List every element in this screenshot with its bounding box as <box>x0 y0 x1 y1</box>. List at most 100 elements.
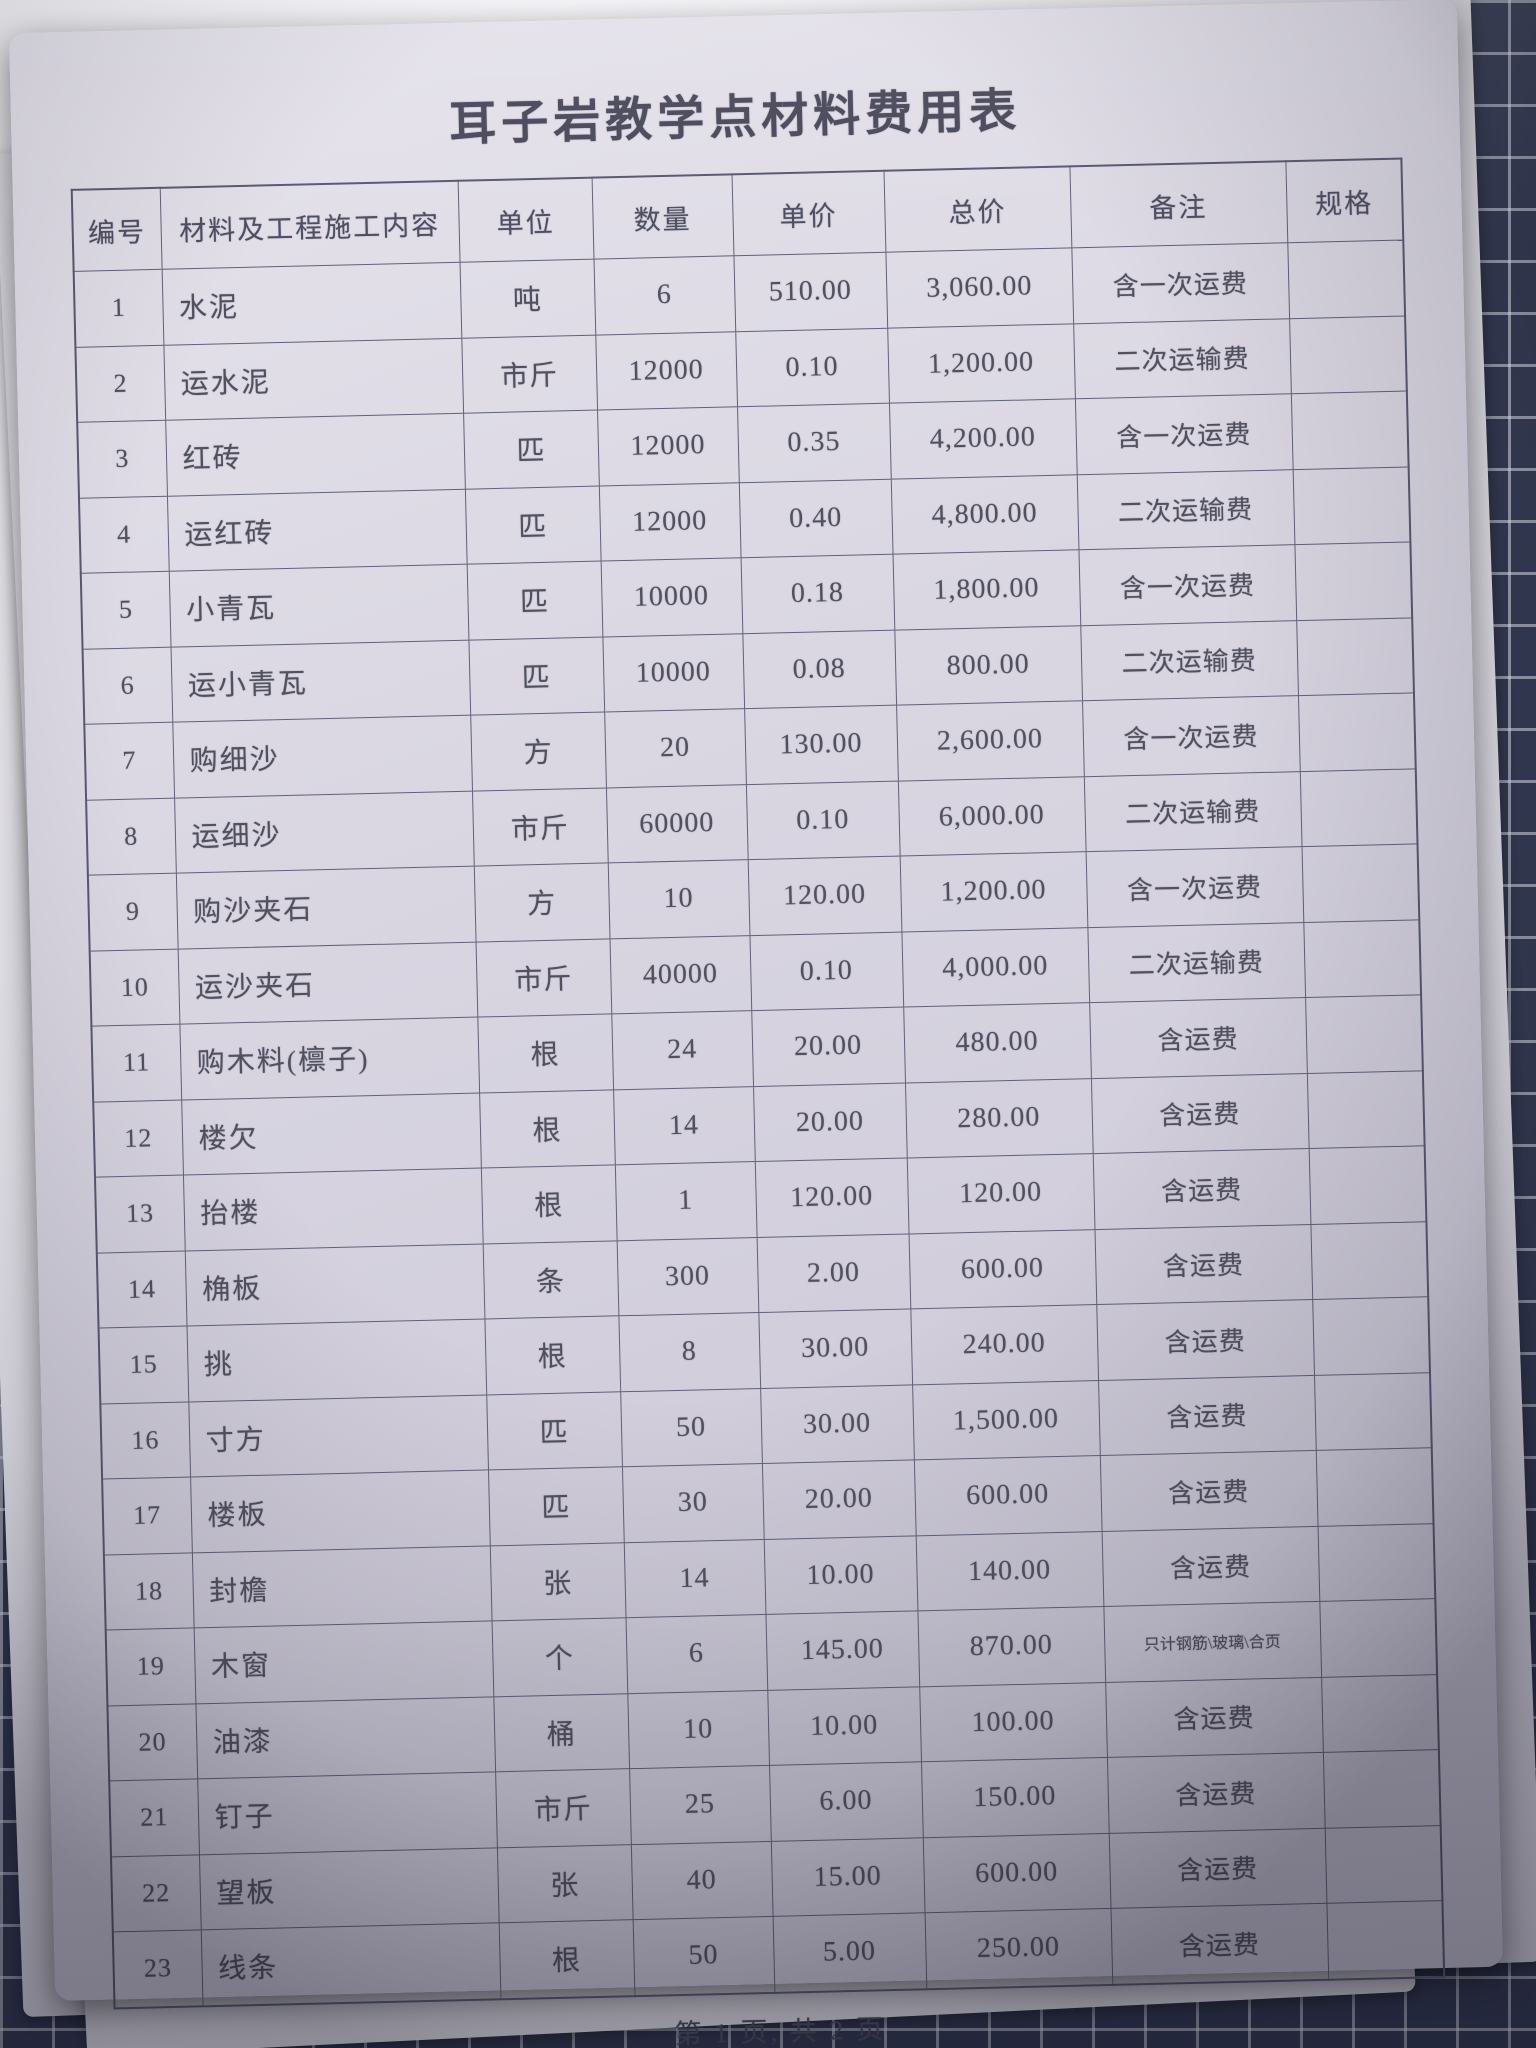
table-cell <box>1315 1447 1434 1526</box>
table-cell: 120.00 <box>906 1153 1095 1234</box>
table-cell: 6.00 <box>769 1761 923 1841</box>
page-title: 耳子岩教学点材料费用表 <box>448 85 1022 151</box>
table-cell: 120.00 <box>747 856 902 936</box>
document-paper: 耳子岩教学点材料费用表 编号 材料及工程施工内容 单位 数量 单价 总价 备注 规格 1 水泥吨… <box>9 0 1503 2048</box>
table-cell: 张 <box>496 1844 633 1923</box>
table-cell: 含运费 <box>1090 1073 1309 1154</box>
table-cell: 0.10 <box>749 931 904 1011</box>
table-cell: 8 <box>618 1312 761 1392</box>
table-cell: 0.08 <box>742 629 897 709</box>
table-cell <box>1321 1674 1439 1753</box>
table-cell <box>1305 994 1423 1074</box>
table-cell: 3 <box>77 420 167 498</box>
table-cell: 油漆 <box>195 1696 496 1779</box>
table-cell: 18 <box>103 1552 194 1630</box>
table-cell: 15.00 <box>770 1837 925 1917</box>
table-cell: 桶 <box>493 1693 630 1772</box>
table-cell <box>1301 843 1420 923</box>
table-cell: 40000 <box>609 935 752 1014</box>
table-cell: 11 <box>91 1024 182 1102</box>
table-cell: 根 <box>480 1164 617 1244</box>
table-cell: 15 <box>98 1326 189 1404</box>
table-cell: 方 <box>470 711 606 791</box>
table-cell: 13 <box>94 1175 185 1253</box>
table-cell: 封檐 <box>191 1545 492 1628</box>
table-cell: 含运费 <box>1099 1450 1318 1532</box>
table-cell: 600.00 <box>913 1455 1102 1536</box>
table-cell: 4,000.00 <box>901 927 1090 1008</box>
table-cell: 10.00 <box>763 1535 918 1615</box>
table-cell: 运小青瓦 <box>170 639 471 723</box>
table-cell: 楼板 <box>190 1469 490 1553</box>
table-cell: 10000 <box>602 633 745 712</box>
table-cell <box>1322 1749 1441 1828</box>
table-cell: 600.00 <box>922 1832 1111 1913</box>
column-header-2: 单位 <box>457 177 594 263</box>
table-cell: 60000 <box>605 784 748 863</box>
table-cell: 16 <box>100 1401 191 1480</box>
table-cell: 50 <box>632 1916 775 1996</box>
table-cell <box>1292 466 1411 545</box>
table-cell: 匹 <box>487 1466 624 1546</box>
table-cell: 匹 <box>463 410 599 489</box>
table-cell: 含一次运费 <box>1078 544 1297 626</box>
table-cell: 市斤 <box>461 334 598 414</box>
table-cell: 水泥 <box>161 262 462 345</box>
table-cell: 19 <box>105 1627 196 1706</box>
table-cell: 市斤 <box>495 1768 631 1848</box>
table-cell: 20.00 <box>753 1082 907 1162</box>
table-cell: 含运费 <box>1089 997 1307 1079</box>
table-cell: 50 <box>620 1388 762 1467</box>
table-cell: 楼欠 <box>181 1092 481 1176</box>
table-cell: 14 <box>613 1086 755 1165</box>
table-cell: 5 <box>80 571 171 649</box>
table-cell: 购木料(檩子) <box>179 1017 480 1100</box>
table-cell: 510.00 <box>733 252 888 332</box>
table-cell: 1 <box>614 1161 757 1241</box>
table-cell: 方 <box>473 862 610 942</box>
table-cell <box>1308 1145 1427 1224</box>
table-cell: 3,060.00 <box>885 247 1074 328</box>
table-cell: 1,800.00 <box>892 549 1081 630</box>
table-cell: 4 <box>78 495 169 574</box>
table-cell: 购沙夹石 <box>175 866 476 949</box>
table-cell: 匹 <box>464 485 601 565</box>
table-cell: 22 <box>110 1854 201 1932</box>
table-cell: 12000 <box>598 482 741 562</box>
table-cell: 含一次运费 <box>1085 846 1304 928</box>
table-cell: 5.00 <box>772 1912 927 1993</box>
table-cell: 12000 <box>597 406 739 486</box>
table-cell: 运水泥 <box>163 337 464 421</box>
table-cell: 钉子 <box>197 1771 497 1855</box>
table-cell: 望板 <box>198 1847 499 1930</box>
table-cell: 10000 <box>600 557 743 637</box>
table-cell: 根 <box>498 1919 635 1999</box>
table-cell: 含运费 <box>1110 1903 1329 1985</box>
table-cell: 870.00 <box>917 1606 1106 1687</box>
table-cell: 600.00 <box>908 1229 1097 1309</box>
table-cell: 运沙夹石 <box>177 941 478 1025</box>
table-cell: 含一次运费 <box>1074 393 1293 475</box>
table-cell: 4,800.00 <box>890 474 1079 555</box>
table-cell: 120.00 <box>754 1157 909 1238</box>
table-cell: 145.00 <box>765 1610 920 1690</box>
column-header-4: 单价 <box>731 170 886 256</box>
table-cell <box>1299 768 1418 847</box>
table-cell: 140.00 <box>915 1531 1104 1611</box>
table-cell: 匹 <box>486 1391 622 1470</box>
table-cell: 含运费 <box>1101 1525 1320 1607</box>
table-cell <box>1317 1523 1436 1602</box>
table-cell: 1,200.00 <box>887 323 1075 404</box>
table-cell: 24 <box>611 1010 754 1090</box>
table-cell: 含运费 <box>1096 1299 1314 1381</box>
table-cell: 匹 <box>468 636 605 716</box>
table-cell: 二次运输费 <box>1073 318 1291 399</box>
table-cell: 0.40 <box>738 478 893 558</box>
table-cell: 市斤 <box>471 787 608 867</box>
table-cell <box>1289 315 1407 394</box>
table-cell: 7 <box>84 722 175 800</box>
table-cell: 0.10 <box>735 327 889 407</box>
table-cell: 12 <box>93 1099 183 1178</box>
column-header-0: 编号 <box>71 187 162 272</box>
